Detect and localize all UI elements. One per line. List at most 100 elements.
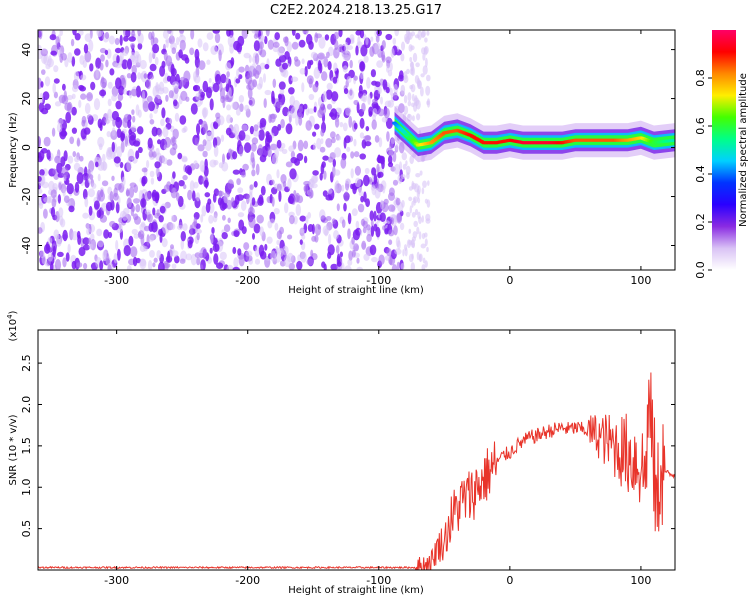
noise-blob xyxy=(404,247,408,257)
noise-blob xyxy=(141,167,148,173)
noise-blob xyxy=(404,36,410,44)
noise-blob xyxy=(215,73,222,85)
noise-blob xyxy=(203,179,209,188)
noise-blob xyxy=(421,187,425,195)
noise-blob xyxy=(354,177,362,188)
noise-blob xyxy=(214,32,221,44)
noise-blob xyxy=(174,255,180,264)
noise-blob xyxy=(139,59,147,70)
noise-blob xyxy=(330,263,338,270)
noise-blob xyxy=(38,136,41,148)
spectrogram-x-ticks: -300 -200 -100 0 100 xyxy=(104,30,651,287)
noise-blob xyxy=(120,132,125,142)
noise-blob xyxy=(314,234,319,243)
noise-blob xyxy=(310,249,314,258)
noise-blob xyxy=(76,172,84,185)
noise-blob xyxy=(200,264,204,270)
noise-blob xyxy=(409,155,415,165)
chart-title: C2E2.2024.218.13.25.G17 xyxy=(270,3,442,18)
noise-blob xyxy=(147,260,153,270)
noise-blob xyxy=(267,39,274,50)
noise-blob xyxy=(185,253,192,261)
noise-blob xyxy=(389,62,393,72)
noise-blob xyxy=(71,127,77,134)
noise-blob xyxy=(152,262,156,268)
snr-y-axis-label: SNR (10 * v/v) xyxy=(8,414,19,485)
noise-blob xyxy=(99,47,107,54)
noise-blob xyxy=(293,190,297,196)
noise-blob xyxy=(321,161,326,169)
noise-blob xyxy=(277,124,282,131)
noise-blob xyxy=(105,201,113,212)
noise-blob xyxy=(166,159,173,166)
noise-blob xyxy=(180,239,185,250)
noise-blob xyxy=(82,212,89,219)
noise-blob xyxy=(133,233,140,239)
colorbar-gradient xyxy=(712,30,736,270)
noise-blob xyxy=(274,252,282,263)
noise-blob xyxy=(310,51,318,59)
noise-blob xyxy=(257,196,264,206)
snr-line-series xyxy=(38,372,675,570)
noise-blob xyxy=(109,191,114,203)
noise-blob xyxy=(307,108,315,114)
noise-blob xyxy=(104,31,110,40)
noise-blob xyxy=(376,60,383,68)
noise-blob xyxy=(189,180,195,193)
noise-blob xyxy=(401,200,405,208)
noise-blob xyxy=(366,77,371,89)
noise-blob xyxy=(226,199,233,210)
noise-blob xyxy=(193,85,198,92)
noise-blob xyxy=(278,81,286,90)
noise-blob xyxy=(254,53,260,65)
noise-blob xyxy=(66,101,73,114)
noise-blob xyxy=(299,68,306,75)
noise-blob xyxy=(363,253,370,261)
noise-blob xyxy=(334,117,340,128)
noise-blob xyxy=(377,171,384,178)
noise-blob xyxy=(365,198,370,208)
noise-blob xyxy=(172,81,180,89)
noise-blob xyxy=(317,52,325,60)
noise-blob xyxy=(422,65,428,75)
noise-blob xyxy=(106,112,110,125)
noise-blob xyxy=(238,219,245,231)
noise-blob xyxy=(307,60,312,70)
noise-blob xyxy=(321,71,328,82)
noise-blob xyxy=(107,81,113,89)
noise-blob xyxy=(376,163,380,174)
noise-blob xyxy=(416,188,420,199)
noise-blob xyxy=(271,90,275,103)
noise-blob xyxy=(149,250,155,258)
noise-blob xyxy=(70,38,75,47)
noise-blob xyxy=(131,109,135,115)
noise-blob xyxy=(221,232,228,240)
noise-blob xyxy=(164,136,172,148)
noise-blob xyxy=(416,251,420,261)
noise-blob xyxy=(52,168,57,175)
noise-blob xyxy=(154,94,162,104)
noise-blob xyxy=(195,192,201,202)
noise-blob xyxy=(377,154,381,164)
noise-blob xyxy=(43,136,51,147)
noise-blob xyxy=(258,244,265,257)
noise-blob xyxy=(90,81,96,91)
noise-blob xyxy=(313,106,317,113)
noise-blob xyxy=(107,264,112,270)
noise-blob xyxy=(72,85,79,93)
noise-blob xyxy=(360,218,366,226)
noise-blob xyxy=(170,187,178,199)
noise-blob xyxy=(114,47,122,54)
noise-blob xyxy=(339,121,344,128)
noise-blob xyxy=(240,171,246,178)
noise-blob xyxy=(388,192,395,201)
noise-blob xyxy=(122,49,129,56)
noise-blob xyxy=(76,262,83,268)
noise-blob xyxy=(117,248,121,261)
noise-blob xyxy=(88,205,93,216)
noise-blob xyxy=(370,36,374,42)
noise-blob xyxy=(208,78,212,83)
noise-blob xyxy=(352,229,360,241)
noise-blob xyxy=(406,239,411,249)
noise-blob xyxy=(154,161,161,169)
